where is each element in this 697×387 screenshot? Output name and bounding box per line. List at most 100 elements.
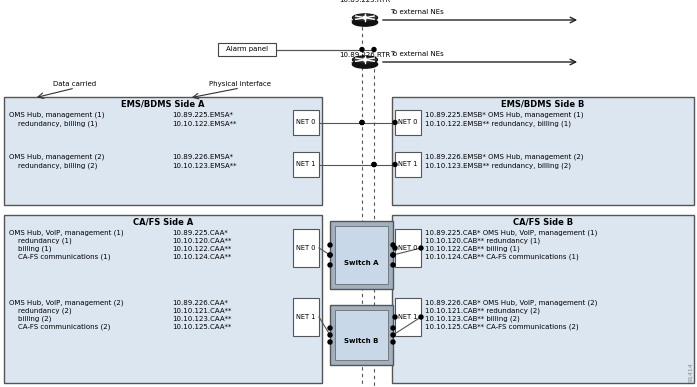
Bar [218,43,276,56]
Bar [4,215,322,383]
Text: 10.89.225.EMSB* OMS Hub, management (1): 10.89.225.EMSB* OMS Hub, management (1) [425,112,583,118]
Ellipse shape [353,19,378,26]
Circle shape [391,253,395,257]
Bar [293,152,319,177]
Text: NET 0: NET 0 [398,245,418,251]
Text: 91414: 91414 [689,362,694,382]
Text: 10.89.226.CAA*: 10.89.226.CAA* [172,300,228,306]
Circle shape [328,340,332,344]
Text: 10.10.120.CAA**: 10.10.120.CAA** [172,238,231,244]
Text: Switch A: Switch A [344,260,378,266]
Bar [293,229,319,267]
Circle shape [328,253,332,257]
Bar [4,97,322,205]
Bar [392,215,694,383]
Text: Physical interface: Physical interface [209,81,271,87]
Circle shape [391,340,395,344]
Text: 10.10.122.EMSB** redundancy, billing (1): 10.10.122.EMSB** redundancy, billing (1) [425,121,571,127]
Text: 10.10.124.CAA**: 10.10.124.CAA** [172,254,231,260]
Circle shape [391,333,395,337]
Text: CA-FS communications (1): CA-FS communications (1) [9,254,111,260]
Text: CA/FS Side B: CA/FS Side B [513,217,573,226]
Text: OMS Hub, management (2): OMS Hub, management (2) [9,154,105,160]
Text: NET 1: NET 1 [296,161,316,168]
Bar [330,221,393,289]
Text: CA-FS communications (2): CA-FS communications (2) [9,324,110,330]
Text: EMS/BDMS Side B: EMS/BDMS Side B [501,99,585,108]
Text: NET 0: NET 0 [398,120,418,125]
Circle shape [391,263,395,267]
Ellipse shape [353,60,378,68]
Text: 10.89.226.EMSB* OMS Hub, management (2): 10.89.226.EMSB* OMS Hub, management (2) [425,154,583,160]
Circle shape [419,246,423,250]
Text: NET 1: NET 1 [398,161,418,168]
Text: Switch B: Switch B [344,338,378,344]
Circle shape [419,315,423,319]
Text: 10.10.123.CAA**: 10.10.123.CAA** [172,316,231,322]
Circle shape [360,120,364,125]
Text: 10.89.226.CAB* OMS Hub, VoIP, management (2): 10.89.226.CAB* OMS Hub, VoIP, management… [425,300,597,306]
Bar [335,226,388,284]
Text: NET 0: NET 0 [296,245,316,251]
Text: 10.10.125.CAB** CA-FS communications (2): 10.10.125.CAB** CA-FS communications (2) [425,324,579,330]
Bar [395,110,421,135]
Bar [293,298,319,336]
Circle shape [372,60,376,64]
Circle shape [393,163,397,166]
Circle shape [360,120,364,125]
Circle shape [328,333,332,337]
Bar [293,110,319,135]
Circle shape [328,263,332,267]
Bar [395,152,421,177]
Text: 10.10.123.EMSB** redundancy, billing (2): 10.10.123.EMSB** redundancy, billing (2) [425,163,571,169]
Text: NET 0: NET 0 [296,120,316,125]
Circle shape [393,120,397,125]
Bar [395,298,421,336]
Text: To external NEs: To external NEs [390,51,444,57]
Text: Data carried: Data carried [54,81,97,87]
Text: NET 1: NET 1 [296,314,316,320]
Text: 10.10.121.CAA**: 10.10.121.CAA** [172,308,231,314]
Circle shape [328,243,332,247]
Circle shape [360,48,364,51]
Text: 10.10.122.EMSA**: 10.10.122.EMSA** [172,121,236,127]
Circle shape [391,243,395,247]
Text: OMS Hub, VoIP, management (2): OMS Hub, VoIP, management (2) [9,300,123,306]
Text: billing (2): billing (2) [9,316,52,322]
Text: EMS/BDMS Side A: EMS/BDMS Side A [121,99,205,108]
Text: billing (1): billing (1) [9,246,52,252]
Bar [335,310,388,360]
Text: OMS Hub, management (1): OMS Hub, management (1) [9,112,105,118]
Circle shape [393,246,397,250]
Circle shape [391,253,395,257]
Bar [395,229,421,267]
Bar [330,305,393,365]
Text: 10.10.122.CAA**: 10.10.122.CAA** [172,246,231,252]
Circle shape [372,163,376,166]
Ellipse shape [353,56,378,63]
Circle shape [372,163,376,166]
Text: redundancy (1): redundancy (1) [9,238,72,244]
Text: 10.10.125.CAA**: 10.10.125.CAA** [172,324,231,330]
Text: 10.89.226.RTR: 10.89.226.RTR [339,52,390,58]
Bar [392,97,694,205]
Text: 10.10.120.CAB** redundancy (1): 10.10.120.CAB** redundancy (1) [425,238,540,244]
Text: CA/FS Side A: CA/FS Side A [133,217,193,226]
Text: 10.10.122.CAB** billing (1): 10.10.122.CAB** billing (1) [425,246,520,252]
Circle shape [328,253,332,257]
Text: 10.10.121.CAB** redundancy (2): 10.10.121.CAB** redundancy (2) [425,308,540,314]
Text: redundancy (2): redundancy (2) [9,308,72,314]
Ellipse shape [353,14,378,22]
Circle shape [372,48,376,51]
Circle shape [364,16,367,19]
Text: 10.89.226.EMSA*: 10.89.226.EMSA* [172,154,233,160]
Text: 10.10.123.EMSA**: 10.10.123.EMSA** [172,163,236,169]
Text: 10.89.225.EMSA*: 10.89.225.EMSA* [172,112,233,118]
Text: To external NEs: To external NEs [390,9,444,15]
Text: 10.10.123.CAB** billing (2): 10.10.123.CAB** billing (2) [425,316,520,322]
Text: Alarm panel: Alarm panel [226,46,268,53]
Circle shape [364,58,367,61]
Circle shape [360,18,364,22]
Circle shape [393,315,397,319]
Text: redundancy, billing (1): redundancy, billing (1) [9,121,98,127]
